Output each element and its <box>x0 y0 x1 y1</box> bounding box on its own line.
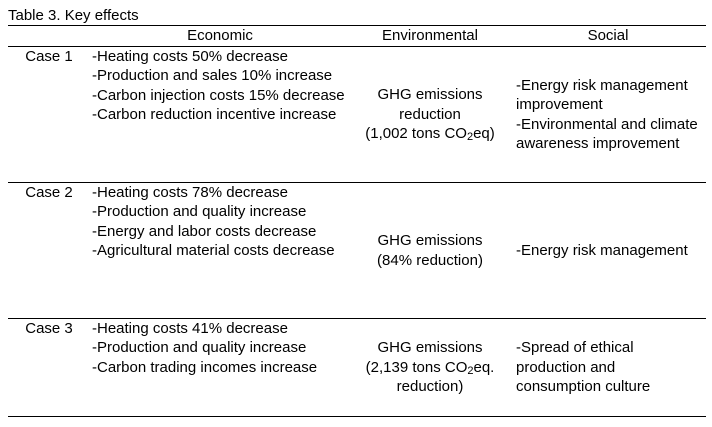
economic-item: -Heating costs 50% decrease <box>92 48 288 65</box>
subscript: 2 <box>466 131 474 144</box>
economic-item: -Carbon injection costs 15% decrease <box>92 86 345 104</box>
key-effects-table: Economic Environmental Social Case 1 -He… <box>8 25 706 417</box>
environmental-text: reduction) <box>396 378 464 396</box>
economic-item: -Heating costs 41% decrease <box>92 320 288 337</box>
social-item: -Energy risk management improvement <box>516 76 688 114</box>
environmental-cell: GHG emissions reduction (1,002 tons CO2e… <box>350 46 510 183</box>
environmental-text: GHG emissions <box>377 86 483 104</box>
economic-item: -Production and sales 10% increase <box>92 67 333 85</box>
environmental-cell: GHG emissions (84% reduction) <box>350 182 510 319</box>
economic-item: -Production and quality increase <box>92 203 307 221</box>
environmental-text: (84% reduction) <box>377 251 483 269</box>
economic-cell: -Heating costs 50% decrease -Production … <box>90 46 350 183</box>
header-row: Economic Environmental Social <box>8 25 706 47</box>
social-item: -Energy risk management <box>516 241 688 259</box>
environmental-text-part: (1,002 tons CO <box>365 125 467 143</box>
table-row: Case 3 -Heating costs 41% decrease -Prod… <box>8 318 706 417</box>
economic-item: -Agricultural material costs decrease <box>92 242 335 260</box>
table-row: Case 2 -Heating costs 78% decrease -Prod… <box>8 182 706 319</box>
header-economic: Economic <box>90 25 350 47</box>
case-label: Case 2 <box>8 182 90 319</box>
environmental-text-part: eq. <box>473 358 495 376</box>
economic-item: -Carbon reduction incentive increase <box>92 106 337 124</box>
header-environmental: Environmental <box>350 25 510 47</box>
environmental-text: GHG emissions <box>377 339 483 357</box>
economic-item: -Production and quality increase <box>92 339 307 357</box>
economic-item: -Energy and labor costs decrease <box>92 222 317 240</box>
header-case <box>8 25 90 47</box>
environmental-text-part: (2,139 tons CO <box>365 358 468 376</box>
environmental-text: (1,002 tons CO2eq) <box>354 124 506 143</box>
environmental-text-part: eq) <box>473 125 495 143</box>
social-item: -Environmental and climate awareness imp… <box>516 115 698 152</box>
social-cell: -Spread of ethical production and consum… <box>510 318 706 417</box>
social-cell: -Energy risk management improvement -Env… <box>510 46 706 183</box>
social-item: -Spread of ethical production and consum… <box>516 339 651 396</box>
header-social: Social <box>510 25 706 47</box>
table-caption: Table 3. Key effects <box>8 7 139 24</box>
economic-item: -Heating costs 78% decrease <box>92 184 288 201</box>
table-row: Case 1 -Heating costs 50% decrease -Prod… <box>8 46 706 183</box>
environmental-text: GHG emissions <box>377 232 483 250</box>
case-label: Case 3 <box>8 318 90 417</box>
environmental-text: (2,139 tons CO2eq. <box>354 358 506 377</box>
case-label: Case 1 <box>8 46 90 183</box>
economic-item: -Carbon trading incomes increase <box>92 358 318 376</box>
social-cell: -Energy risk management <box>510 182 706 319</box>
economic-cell: -Heating costs 41% decrease -Production … <box>90 318 350 417</box>
subscript: 2 <box>467 364 474 377</box>
environmental-cell: GHG emissions (2,139 tons CO2eq. reducti… <box>350 318 510 417</box>
economic-cell: -Heating costs 78% decrease -Production … <box>90 182 350 319</box>
environmental-text: reduction <box>399 105 461 123</box>
